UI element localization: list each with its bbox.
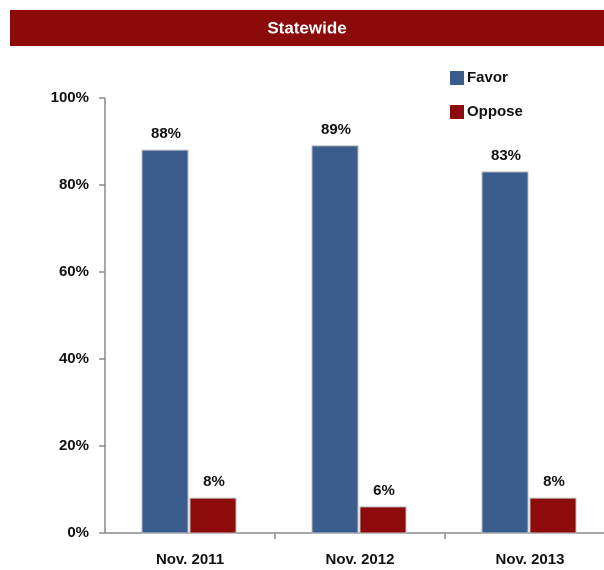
bar bbox=[311, 145, 359, 534]
y-tick-label: 100% bbox=[51, 89, 89, 106]
x-tick-label: Nov. 2012 bbox=[326, 551, 395, 568]
chart-title: Statewide bbox=[267, 18, 346, 37]
bar bbox=[189, 497, 237, 534]
x-tick-label: Nov. 2013 bbox=[496, 551, 565, 568]
x-tick-label: Nov. 2011 bbox=[156, 551, 224, 568]
y-tick-label: 40% bbox=[59, 350, 89, 367]
legend-label: Favor bbox=[467, 69, 508, 86]
title-banner bbox=[10, 10, 604, 46]
bar bbox=[359, 506, 407, 534]
value-label: 8% bbox=[543, 473, 565, 490]
value-label: 89% bbox=[321, 121, 351, 138]
bar bbox=[481, 171, 529, 534]
value-label: 83% bbox=[491, 147, 521, 164]
legend-label: Oppose bbox=[467, 103, 523, 120]
y-tick-label: 20% bbox=[59, 437, 89, 454]
y-tick-label: 0% bbox=[67, 524, 89, 541]
value-label: 88% bbox=[151, 125, 181, 142]
y-tick-label: 60% bbox=[59, 263, 89, 280]
bar bbox=[141, 149, 189, 534]
y-tick-label: 80% bbox=[59, 176, 89, 193]
value-label: 8% bbox=[203, 473, 225, 490]
legend-swatch bbox=[450, 71, 464, 85]
value-label: 6% bbox=[373, 482, 395, 499]
bar bbox=[529, 497, 577, 534]
legend-swatch bbox=[450, 105, 464, 119]
